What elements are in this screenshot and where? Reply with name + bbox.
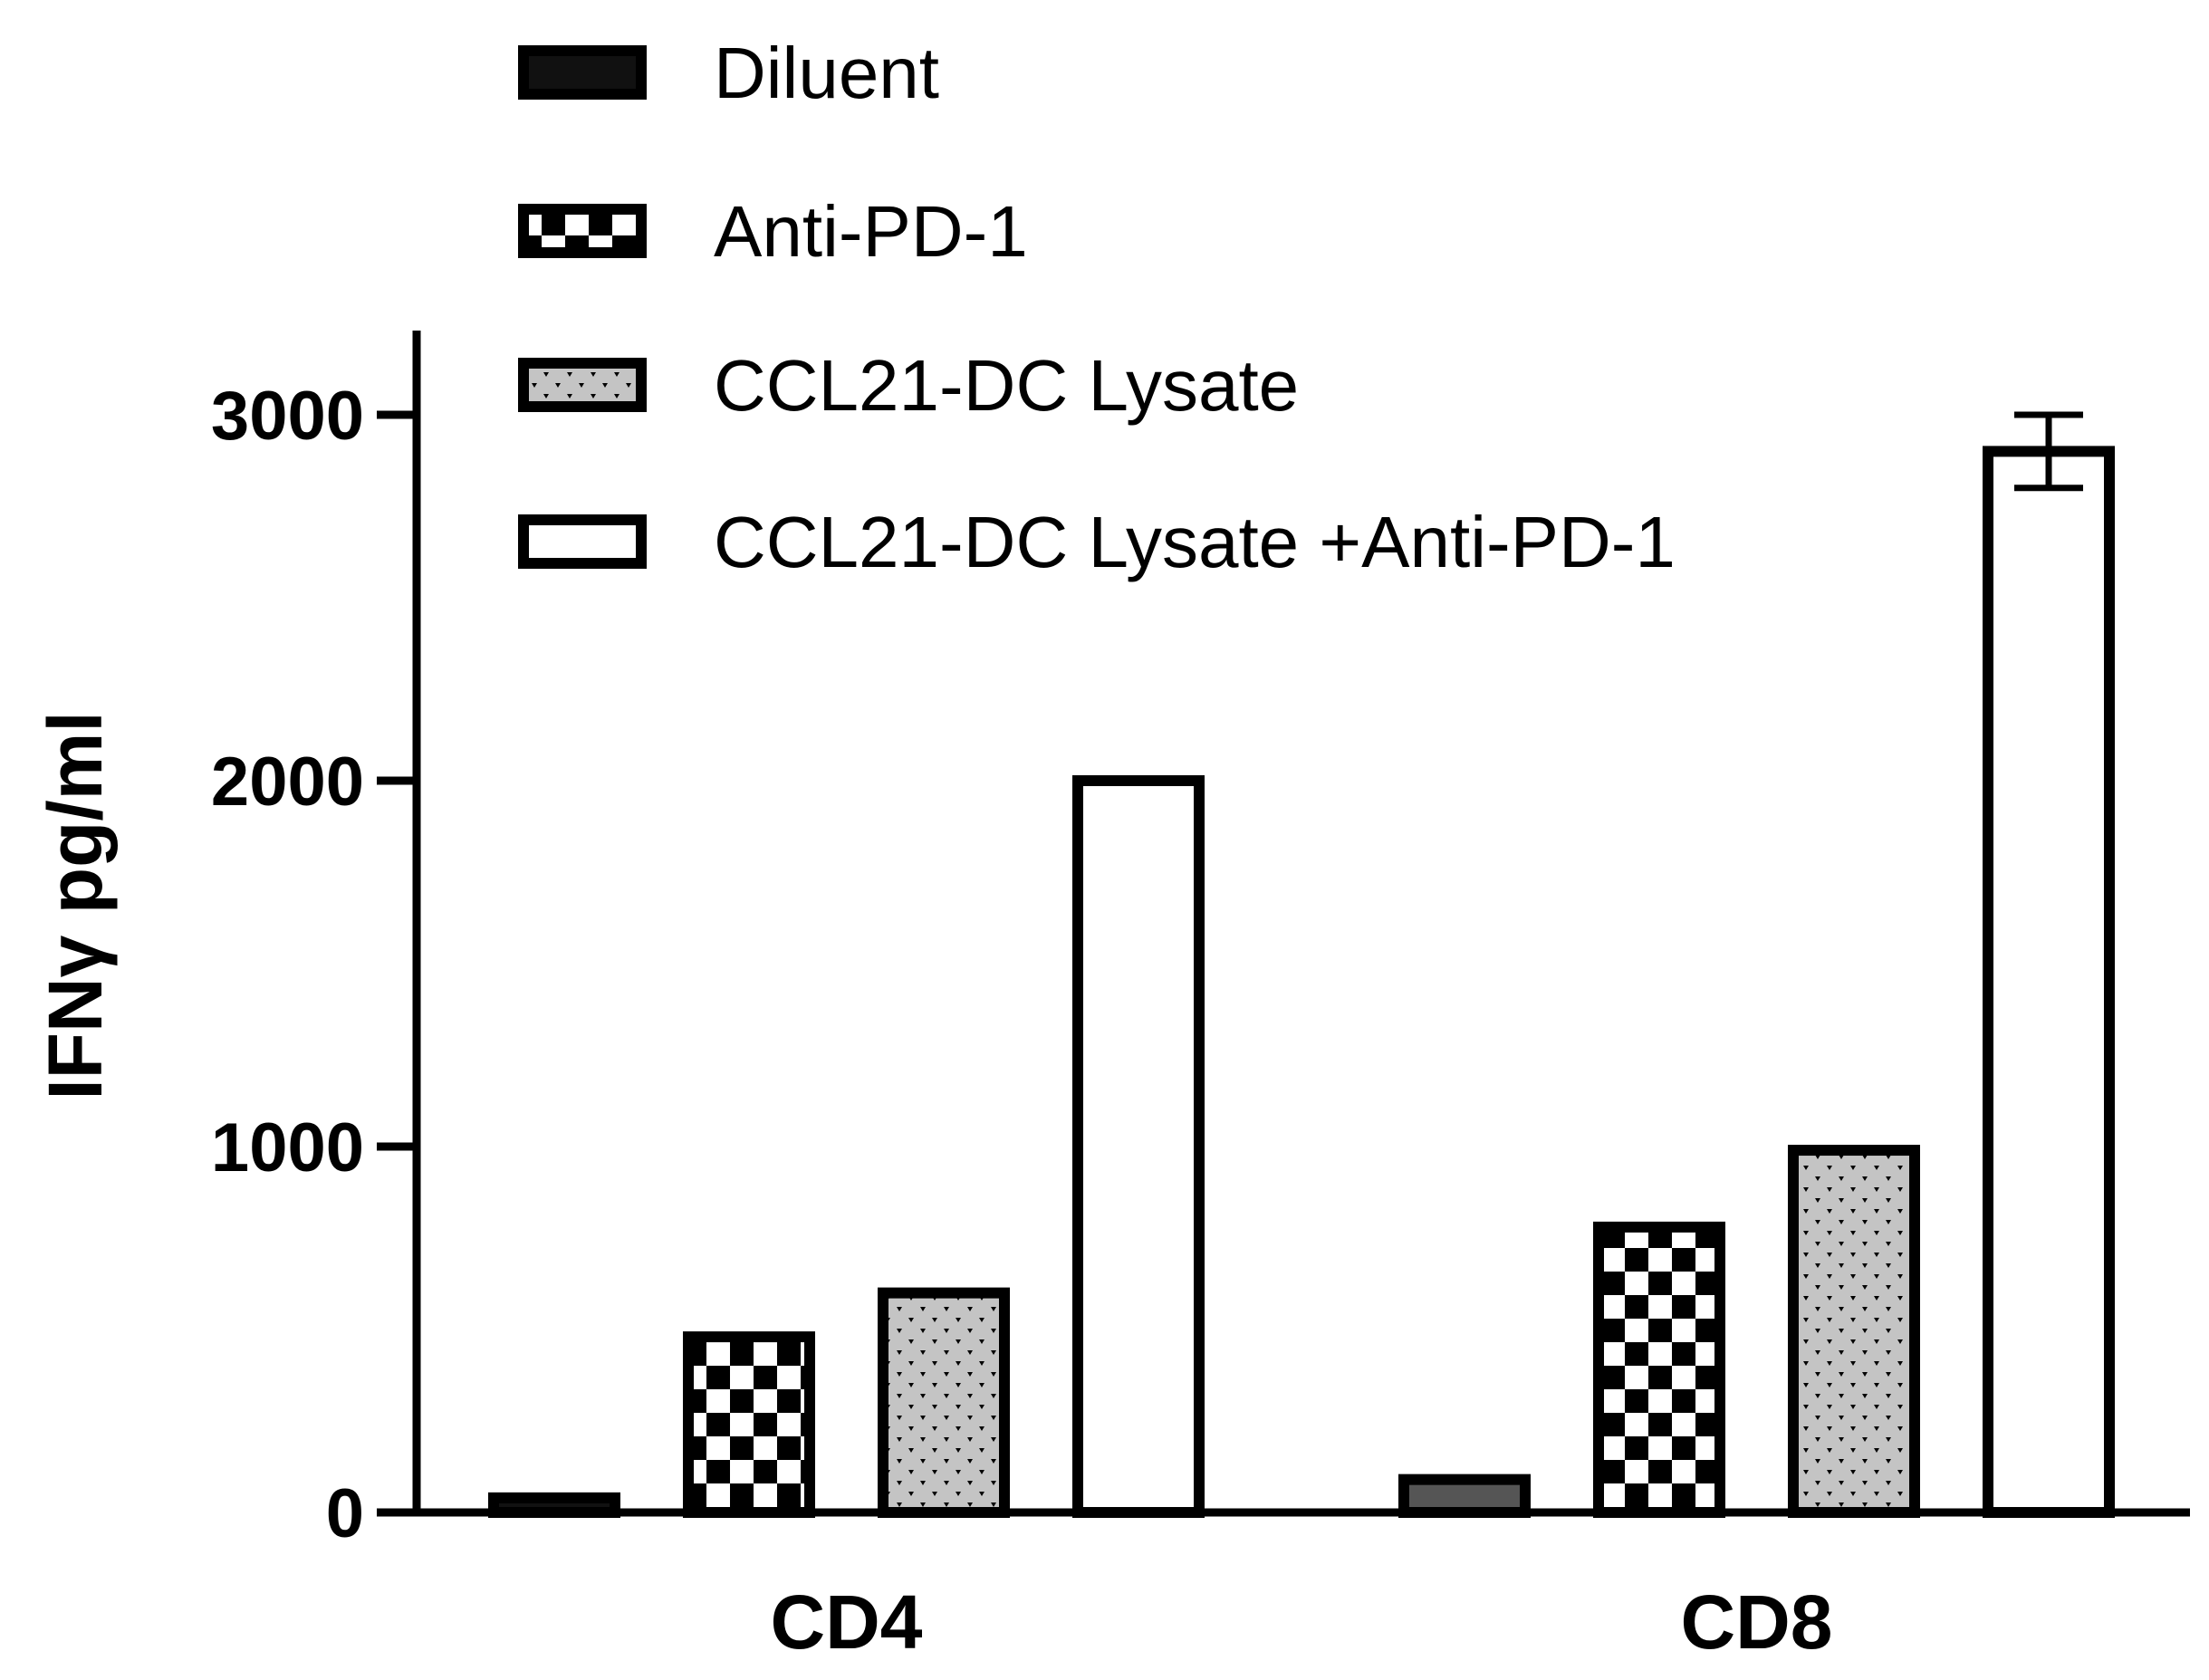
- y-axis-title: IFNγ pg/ml: [33, 711, 118, 1099]
- x-category-label: CD8: [1680, 1579, 1832, 1665]
- x-category-label: CD4: [770, 1579, 922, 1665]
- legend: Diluent Anti-PD-1 CCL21-DC Lysate CCL21-DC …: [518, 33, 1676, 582]
- bar-cd8-series-1: [1398, 1474, 1531, 1519]
- legend-label: CCL21-DC Lysate: [714, 345, 1299, 426]
- legend-label: Diluent: [714, 33, 939, 113]
- bar-cd4-series-2: [683, 1331, 815, 1518]
- legend-swatch: [518, 45, 647, 100]
- bars: [488, 411, 2115, 1519]
- legend-swatch: [518, 514, 647, 569]
- bar-cd4-series-3: [878, 1287, 1010, 1518]
- bar-cd8-series-4: [1983, 446, 2115, 1518]
- y-tick-label: 0: [326, 1475, 364, 1552]
- bar-cd4-series-4: [1072, 775, 1205, 1518]
- legend-label: CCL21-DC Lysate +Anti-PD-1: [714, 502, 1676, 582]
- y-tick-label: 2000: [211, 744, 364, 821]
- legend-label: Anti-PD-1: [714, 191, 1028, 272]
- legend-swatch: [518, 204, 647, 258]
- legend-swatch: [518, 358, 647, 412]
- bar-cd8-series-3: [1788, 1145, 1920, 1519]
- y-tick-label: 3000: [211, 378, 364, 455]
- y-tick-label: 1000: [211, 1109, 364, 1186]
- bar-cd4-series-1: [488, 1492, 620, 1518]
- bar-cd8-series-2: [1593, 1221, 1725, 1518]
